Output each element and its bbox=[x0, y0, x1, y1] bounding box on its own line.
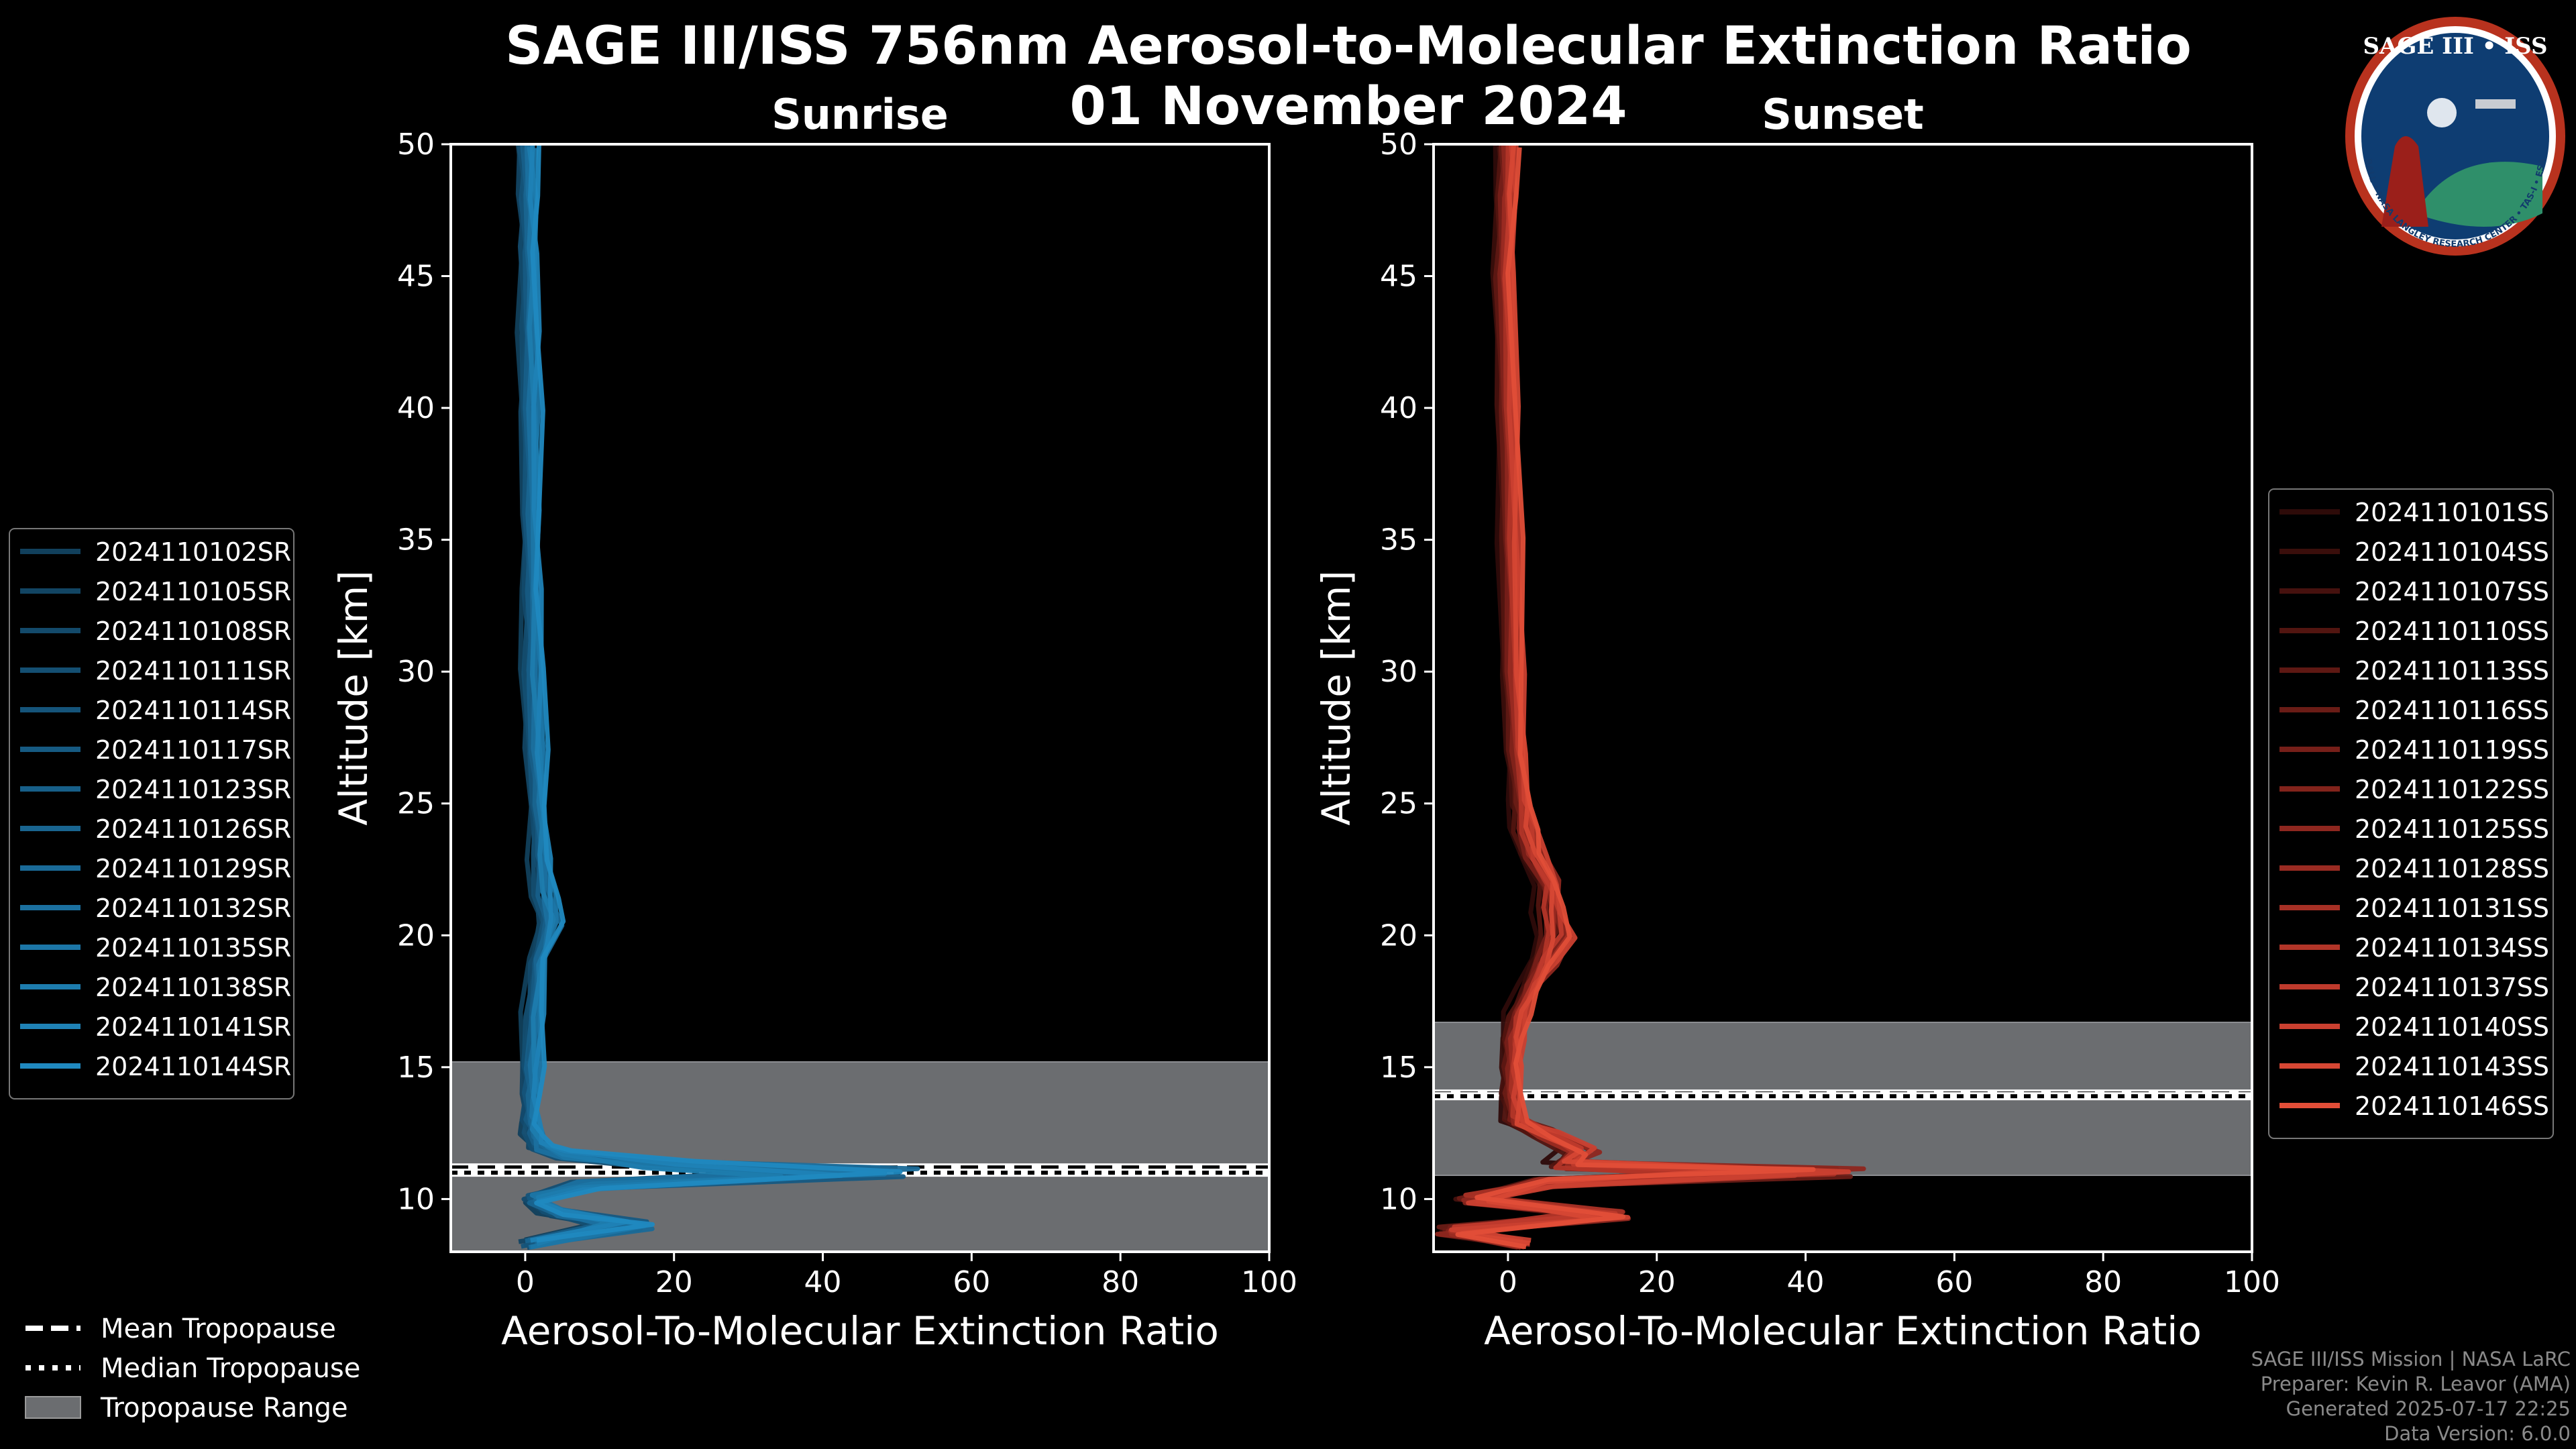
legend-label: 2024110137SS bbox=[2355, 973, 2549, 1002]
legend-label: 2024110110SS bbox=[2355, 616, 2549, 646]
y-tick-label: 40 bbox=[397, 391, 435, 425]
y-tick-label: 10 bbox=[1380, 1182, 1417, 1216]
legend-label: 2024110140SS bbox=[2355, 1012, 2549, 1042]
legend-label: 2024110123SR bbox=[95, 775, 291, 804]
y-tick-label: 30 bbox=[397, 655, 435, 689]
badge-moon-icon bbox=[2427, 98, 2457, 127]
legend-sunrise: 2024110102SR 2024110105SR 2024110108SR 2024… bbox=[9, 528, 294, 1099]
badge-figure-icon bbox=[2381, 136, 2428, 227]
x-tick-label: 100 bbox=[2224, 1265, 2280, 1299]
legend-tropopause-label: Median Tropopause bbox=[101, 1353, 360, 1384]
footer-generated: Generated 2025-07-17 22:25 bbox=[2286, 1397, 2571, 1420]
x-axis-label: Aerosol-To-Molecular Extinction Ratio bbox=[1484, 1308, 2202, 1354]
badge-iss-icon bbox=[2475, 99, 2516, 109]
x-tick-label: 80 bbox=[1102, 1265, 1139, 1299]
x-tick-label: 60 bbox=[1935, 1265, 1973, 1299]
y-tick-label: 15 bbox=[397, 1051, 435, 1085]
x-tick-label: 20 bbox=[1638, 1265, 1676, 1299]
legend-label: 2024110116SS bbox=[2355, 696, 2549, 725]
panel-sunrise: 0 20 40 60 80 100 10 15 20 25 30 35 40 45 50 Aerosol-To… bbox=[331, 90, 1297, 1354]
legend-label: 2024110131SS bbox=[2355, 894, 2549, 923]
legend-label: 2024110135SR bbox=[95, 933, 291, 963]
y-tick-label: 10 bbox=[397, 1182, 435, 1216]
legend-label: 2024110129SR bbox=[95, 854, 291, 883]
y-tick-label: 35 bbox=[1380, 523, 1417, 557]
profile-lines bbox=[1435, 144, 1866, 1250]
legend-label: 2024110107SS bbox=[2355, 577, 2549, 606]
y-tick-label: 30 bbox=[1380, 655, 1417, 689]
y-tick-label: 25 bbox=[397, 787, 435, 821]
mission-badge: SAGE III • ISS BALL • NASA LANGLEY RESEA… bbox=[2345, 17, 2565, 256]
legend-label: 2024110108SR bbox=[95, 616, 291, 646]
footer-mission: SAGE III/ISS Mission | NASA LaRC bbox=[2251, 1348, 2571, 1371]
legend-tropopause-label: Mean Tropopause bbox=[101, 1313, 336, 1344]
legend-label: 2024110132SR bbox=[95, 894, 291, 923]
plot-frame bbox=[449, 143, 1271, 1253]
y-tick-label: 15 bbox=[1380, 1051, 1417, 1085]
panel-sunset: 0 20 40 60 80 100 10 15 20 25 30 35 40 45 50 Aerosol-To… bbox=[1313, 90, 2280, 1354]
y-tick-label: 50 bbox=[1380, 127, 1417, 162]
x-tick-label: 40 bbox=[804, 1265, 842, 1299]
legend-label: 2024110119SS bbox=[2355, 735, 2549, 765]
legend-tropopause: Mean Tropopause Median Tropopause Tropopau… bbox=[25, 1313, 360, 1424]
legend-label: 2024110111SR bbox=[95, 656, 291, 686]
y-tick-label: 35 bbox=[397, 523, 435, 557]
footer: SAGE III/ISS Mission | NASA LaRC Prepare… bbox=[2251, 1347, 2571, 1446]
legend-label: 2024110134SS bbox=[2355, 933, 2549, 963]
x-tick-label: 0 bbox=[516, 1265, 535, 1299]
legend-label: 2024110146SS bbox=[2355, 1091, 2549, 1121]
legend-label: 2024110126SR bbox=[95, 814, 291, 844]
y-tick-label: 25 bbox=[1380, 787, 1417, 821]
y-tick-label: 20 bbox=[397, 918, 435, 953]
y-tick-label: 45 bbox=[1380, 260, 1417, 294]
x-tick-label: 80 bbox=[2084, 1265, 2122, 1299]
series-2024110144SR bbox=[530, 144, 903, 1243]
profile-lines bbox=[515, 144, 920, 1250]
badge-earth-icon bbox=[2415, 162, 2542, 227]
legend-label: 2024110114SR bbox=[95, 696, 291, 725]
badge-title: SAGE III • ISS bbox=[2363, 33, 2547, 60]
x-tick-label: 100 bbox=[1241, 1265, 1297, 1299]
legend-tropopause-label: Tropopause Range bbox=[100, 1393, 348, 1424]
series-2024110146SS bbox=[1455, 147, 1816, 1250]
legend-label: 2024110101SS bbox=[2355, 498, 2549, 527]
y-axis-label: Altitude [km] bbox=[1313, 570, 1359, 825]
panel-title: Sunset bbox=[1762, 90, 1924, 139]
legend-label: 2024110105SR bbox=[95, 577, 291, 606]
y-tick-label: 50 bbox=[397, 127, 435, 162]
legend-sunset: 2024110101SS 2024110104SS 2024110107SS 2024… bbox=[2268, 488, 2554, 1139]
legend-range-swatch bbox=[25, 1396, 81, 1419]
panels: 0 20 40 60 80 100101520253035404550Aerosol-To… bbox=[331, 90, 2280, 1354]
legend-label: 2024110122SS bbox=[2355, 775, 2549, 804]
legend-label: 2024110104SS bbox=[2355, 537, 2549, 567]
x-axis-label: Aerosol-To-Molecular Extinction Ratio bbox=[501, 1308, 1219, 1354]
legend-label: 2024110102SR bbox=[95, 537, 291, 567]
legend-label: 2024110128SS bbox=[2355, 854, 2549, 883]
y-tick-label: 45 bbox=[397, 260, 435, 294]
legend-label: 2024110138SR bbox=[95, 973, 291, 1002]
chart-title: SAGE III/ISS 756nm Aerosol-to-Molecular … bbox=[505, 16, 2192, 76]
chart-subtitle: 01 November 2024 bbox=[1069, 76, 1627, 137]
x-tick-label: 0 bbox=[1499, 1265, 1517, 1299]
legend-label: 2024110113SS bbox=[2355, 656, 2549, 686]
y-tick-label: 40 bbox=[1380, 391, 1417, 425]
legend-label: 2024110144SR bbox=[95, 1052, 291, 1081]
plot-frame bbox=[1432, 143, 2253, 1253]
y-axis-label: Altitude [km] bbox=[331, 570, 376, 825]
panel-title: Sunrise bbox=[771, 90, 949, 139]
legend-label: 2024110117SR bbox=[95, 735, 291, 765]
y-tick-label: 20 bbox=[1380, 918, 1417, 953]
x-tick-label: 20 bbox=[655, 1265, 693, 1299]
x-tick-label: 40 bbox=[1787, 1265, 1825, 1299]
footer-version: Data Version: 6.0.0 bbox=[2384, 1422, 2571, 1445]
legends: 2024110102SR 2024110105SR 2024110108SR 2024… bbox=[9, 488, 2554, 1424]
footer-preparer: Preparer: Kevin R. Leavor (AMA) bbox=[2260, 1373, 2571, 1395]
legend-label: 2024110141SR bbox=[95, 1012, 291, 1042]
x-tick-label: 60 bbox=[953, 1265, 990, 1299]
legend-label: 2024110125SS bbox=[2355, 814, 2549, 844]
legend-label: 2024110143SS bbox=[2355, 1052, 2549, 1081]
legend-frame bbox=[2268, 488, 2554, 1139]
